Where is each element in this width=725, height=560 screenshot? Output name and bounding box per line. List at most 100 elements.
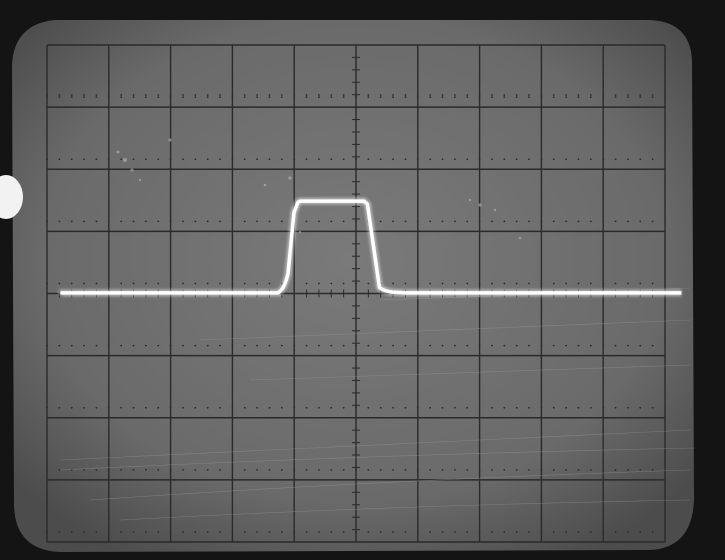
- graticule-dot: [589, 220, 592, 223]
- graticule-dot: [466, 96, 469, 99]
- graticule-dot: [120, 531, 123, 533]
- graticule-dot: [268, 406, 271, 409]
- graticule-dot: [70, 220, 73, 223]
- graticule-dot: [280, 468, 283, 471]
- graticule-dot: [70, 531, 73, 533]
- graticule-dot: [280, 94, 283, 96]
- graticule-dot: [379, 158, 382, 161]
- graticule-dot: [206, 406, 209, 409]
- graticule-dot: [194, 220, 197, 223]
- graticule-dot: [231, 531, 234, 533]
- graticule-dot: [157, 282, 160, 285]
- graticule-dot: [404, 531, 407, 533]
- graticule-dot: [132, 468, 135, 471]
- graticule-dot: [503, 406, 506, 409]
- graticule-dot: [342, 344, 345, 347]
- graticule-dot: [565, 94, 568, 96]
- graticule-dot: [515, 158, 518, 161]
- graticule-dot: [243, 282, 246, 285]
- graticule-dot: [157, 158, 160, 161]
- graticule-dot: [256, 531, 259, 533]
- graticule-dot: [83, 282, 85, 285]
- graticule-dot: [614, 94, 617, 96]
- graticule-dot: [515, 282, 518, 285]
- graticule-dot: [577, 94, 580, 96]
- graticule-dot: [552, 468, 555, 471]
- graticule-dot: [231, 220, 234, 223]
- graticule-dot: [132, 531, 135, 533]
- graticule-dot: [231, 282, 234, 285]
- graticule-dot: [157, 96, 160, 99]
- graticule-dot: [194, 94, 197, 96]
- graticule-dot: [429, 282, 432, 285]
- graticule-dot: [392, 158, 394, 161]
- graticule-dot: [614, 282, 617, 285]
- graticule-dot: [107, 282, 110, 285]
- graticule-dot: [268, 94, 271, 96]
- graticule-dot: [528, 158, 530, 161]
- graticule-dot: [70, 96, 73, 99]
- graticule-dot: [404, 282, 407, 285]
- graticule-dot: [540, 96, 543, 99]
- graticule-dot: [169, 531, 172, 533]
- graticule-dot: [478, 344, 481, 347]
- graticule-dot: [120, 96, 123, 99]
- graticule-dot: [318, 94, 320, 96]
- graticule-dot: [614, 531, 617, 533]
- graticule-dot: [58, 531, 61, 533]
- graticule-dot: [318, 468, 320, 471]
- graticule-dot: [577, 220, 580, 223]
- graticule-dot: [565, 406, 568, 409]
- graticule-dot: [392, 344, 394, 347]
- graticule-dot: [416, 344, 419, 347]
- graticule-dot: [503, 94, 506, 96]
- graticule-dot: [639, 344, 642, 347]
- graticule-dot: [256, 406, 259, 409]
- graticule-dot: [144, 96, 147, 99]
- graticule-dot: [231, 344, 234, 347]
- graticule-dot: [651, 220, 654, 223]
- graticule-dot: [268, 468, 271, 471]
- graticule-dot: [144, 220, 147, 223]
- graticule-dot: [355, 344, 357, 347]
- graticule-dot: [639, 94, 642, 96]
- graticule-dot: [219, 406, 221, 409]
- graticule-dot: [639, 158, 642, 161]
- graticule-dot: [107, 468, 110, 471]
- graticule-dot: [614, 220, 617, 223]
- graticule-dot: [268, 531, 271, 533]
- graticule-dot: [404, 406, 407, 409]
- graticule-dot: [219, 96, 221, 99]
- graticule-dot: [46, 531, 48, 533]
- graticule-dot: [95, 344, 98, 347]
- graticule-dot: [256, 282, 259, 285]
- graticule-dot: [503, 220, 506, 223]
- graticule-dot: [330, 282, 333, 285]
- graticule-dot: [107, 406, 110, 409]
- graticule-dot: [416, 406, 419, 409]
- graticule-dot: [46, 220, 48, 223]
- graticule-dot: [602, 406, 605, 409]
- graticule-dot: [552, 344, 555, 347]
- graticule-dot: [95, 158, 98, 161]
- graticule-dot: [552, 96, 555, 99]
- graticule-dot: [95, 531, 98, 533]
- graticule-dot: [95, 406, 98, 409]
- graticule-dot: [552, 406, 555, 409]
- graticule-dot: [95, 468, 98, 471]
- graticule-dot: [243, 94, 246, 96]
- graticule-dot: [589, 406, 592, 409]
- graticule-dot: [157, 220, 160, 223]
- graticule-dot: [268, 344, 271, 347]
- graticule-dot: [515, 344, 518, 347]
- graticule-dot: [453, 406, 456, 409]
- graticule-dot: [280, 406, 283, 409]
- graticule-dot: [280, 158, 283, 161]
- graticule-dot: [46, 94, 48, 96]
- graticule-dot: [614, 96, 617, 99]
- graticule-dot: [58, 96, 61, 99]
- graticule-dot: [491, 406, 493, 409]
- graticule-dot: [83, 344, 85, 347]
- graticule-dot: [577, 96, 580, 99]
- graticule-dot: [58, 468, 61, 471]
